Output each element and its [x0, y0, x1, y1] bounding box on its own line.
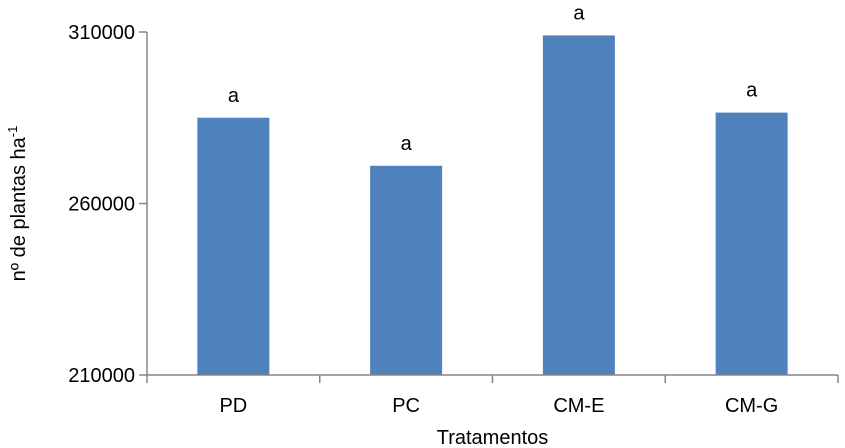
y-axis-title: nº de plantas ha-1	[5, 126, 30, 282]
y-tick-label: 260000	[68, 194, 135, 216]
data-label: a	[573, 2, 585, 24]
bars-group: a a a a	[197, 2, 788, 376]
data-label: a	[746, 80, 758, 102]
y-axis-title-main: nº de plantas ha	[8, 136, 30, 281]
x-tick-label: PD	[219, 395, 247, 417]
x-axis: PD PC CM-E CM-G	[146, 375, 839, 417]
x-tick-label: CM-G	[725, 395, 778, 417]
x-axis-title: Tratamentos	[437, 427, 549, 448]
bar-pd	[197, 117, 270, 375]
bar-cm-g	[715, 112, 788, 375]
x-tick-label: CM-E	[553, 395, 604, 417]
y-tick-label: 210000	[68, 365, 135, 387]
bar-pc	[370, 165, 443, 375]
bar-cm-e	[542, 35, 615, 376]
data-label: a	[228, 85, 240, 107]
y-axis-title-superscript: -1	[5, 126, 20, 138]
data-label: a	[401, 133, 413, 155]
y-axis-ticks: 210000 260000 310000	[68, 22, 147, 387]
x-tick-label: PC	[392, 395, 420, 417]
y-tick-label: 310000	[68, 22, 135, 44]
